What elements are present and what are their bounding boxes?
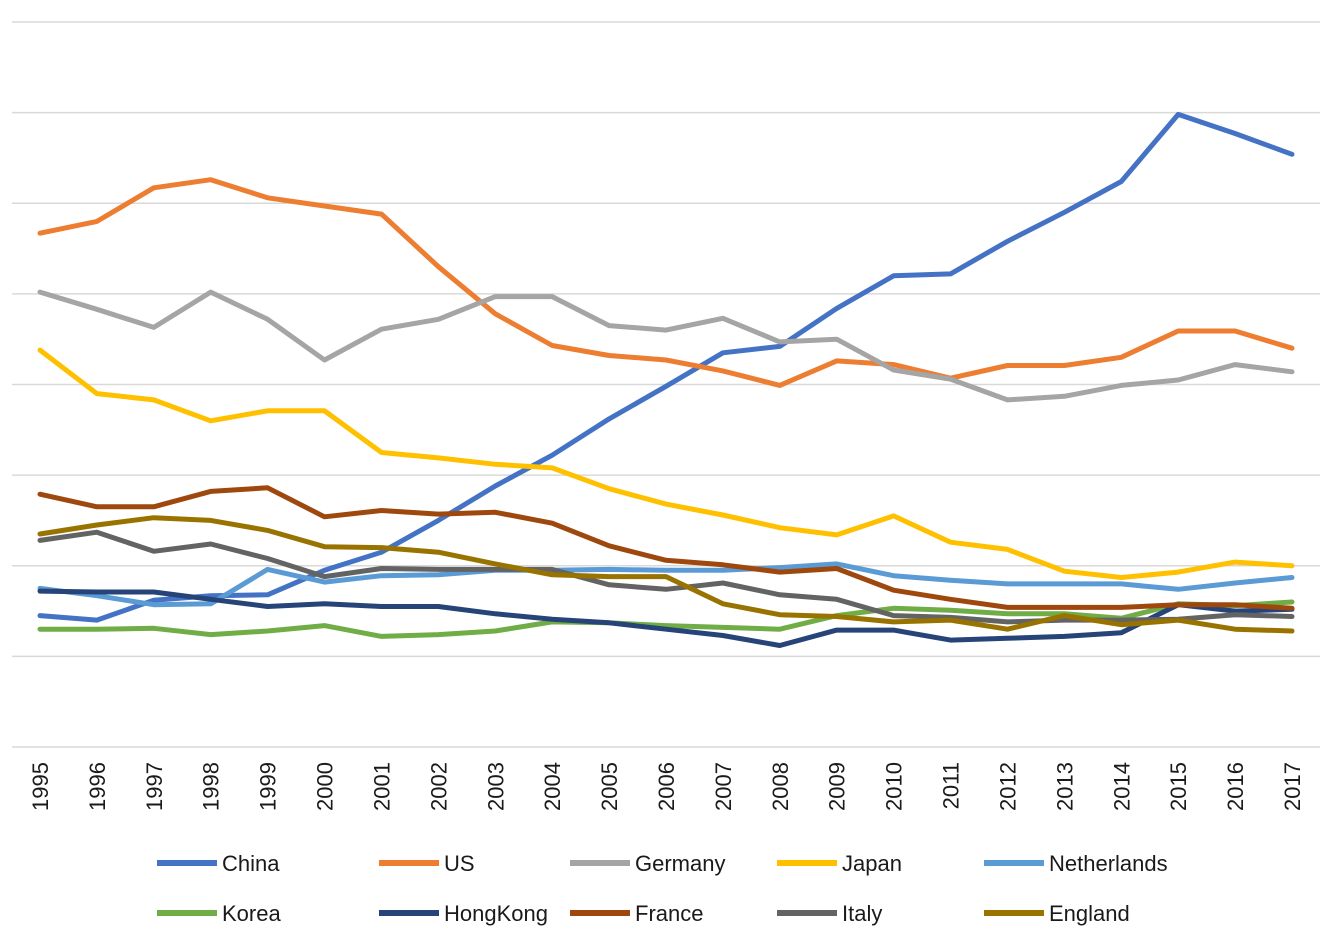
x-tick-label: 2010 [882,762,907,811]
legend-label: Netherlands [1049,851,1168,876]
series-line-france [37,485,1295,611]
x-tick-label: 1997 [142,762,167,811]
legend-label: China [222,851,280,876]
x-tick-label: 2003 [483,762,508,811]
legend-item-france: France [570,901,703,926]
x-tick-label: 2009 [825,762,850,811]
series-line-japan [37,347,1295,580]
x-tick-label: 1995 [28,762,53,811]
x-axis-tick-labels: 1995 1996 1997 1998 1999 2000 2001 2002 2003 2004… [28,762,1305,811]
x-tick-label: 2013 [1052,762,1077,811]
legend-label: HongKong [444,901,548,926]
series-line-hongkong [37,588,1295,648]
legend-item-korea: Korea [157,901,281,926]
legend-label: Korea [222,901,281,926]
x-tick-label: 2016 [1223,762,1248,811]
x-tick-label: 2004 [540,762,565,811]
legend-label: France [635,901,703,926]
series-line-korea [37,599,1295,639]
series-line-germany [37,289,1295,403]
legend-item-england: England [984,901,1130,926]
series-line-england [37,515,1295,634]
legend: China US Germany Japan Netherlands Korea HongK… [157,851,1168,926]
x-tick-label: 2002 [426,762,451,811]
x-tick-label: 2008 [768,762,793,811]
legend-item-japan: Japan [777,851,902,876]
legend-label: US [444,851,475,876]
x-tick-label: 1996 [85,762,110,811]
x-tick-label: 1999 [256,762,281,811]
legend-item-germany: Germany [570,851,725,876]
series-line-us [37,177,1295,388]
x-tick-label: 2000 [313,762,338,811]
legend-item-hongkong: HongKong [379,901,548,926]
legend-item-italy: Italy [777,901,882,926]
x-tick-label: 2005 [597,762,622,811]
x-tick-label: 2007 [711,762,736,811]
series-lines [37,111,1295,648]
x-tick-label: 2006 [654,762,679,811]
legend-item-netherlands: Netherlands [984,851,1168,876]
x-tick-label: 2011 [939,762,964,809]
x-tick-label: 2015 [1166,762,1191,811]
series-line-china [37,111,1295,623]
x-tick-label: 2001 [369,762,394,811]
legend-label: Germany [635,851,725,876]
x-tick-label: 2012 [995,762,1020,811]
series-line-netherlands [37,561,1295,608]
legend-label: Japan [842,851,902,876]
x-tick-label: 2014 [1109,762,1134,811]
legend-label: Italy [842,901,882,926]
legend-item-china: China [157,851,280,876]
legend-label: England [1049,901,1130,926]
x-tick-label: 1998 [199,762,224,811]
legend-item-us: US [379,851,475,876]
x-tick-label: 2017 [1280,762,1305,811]
